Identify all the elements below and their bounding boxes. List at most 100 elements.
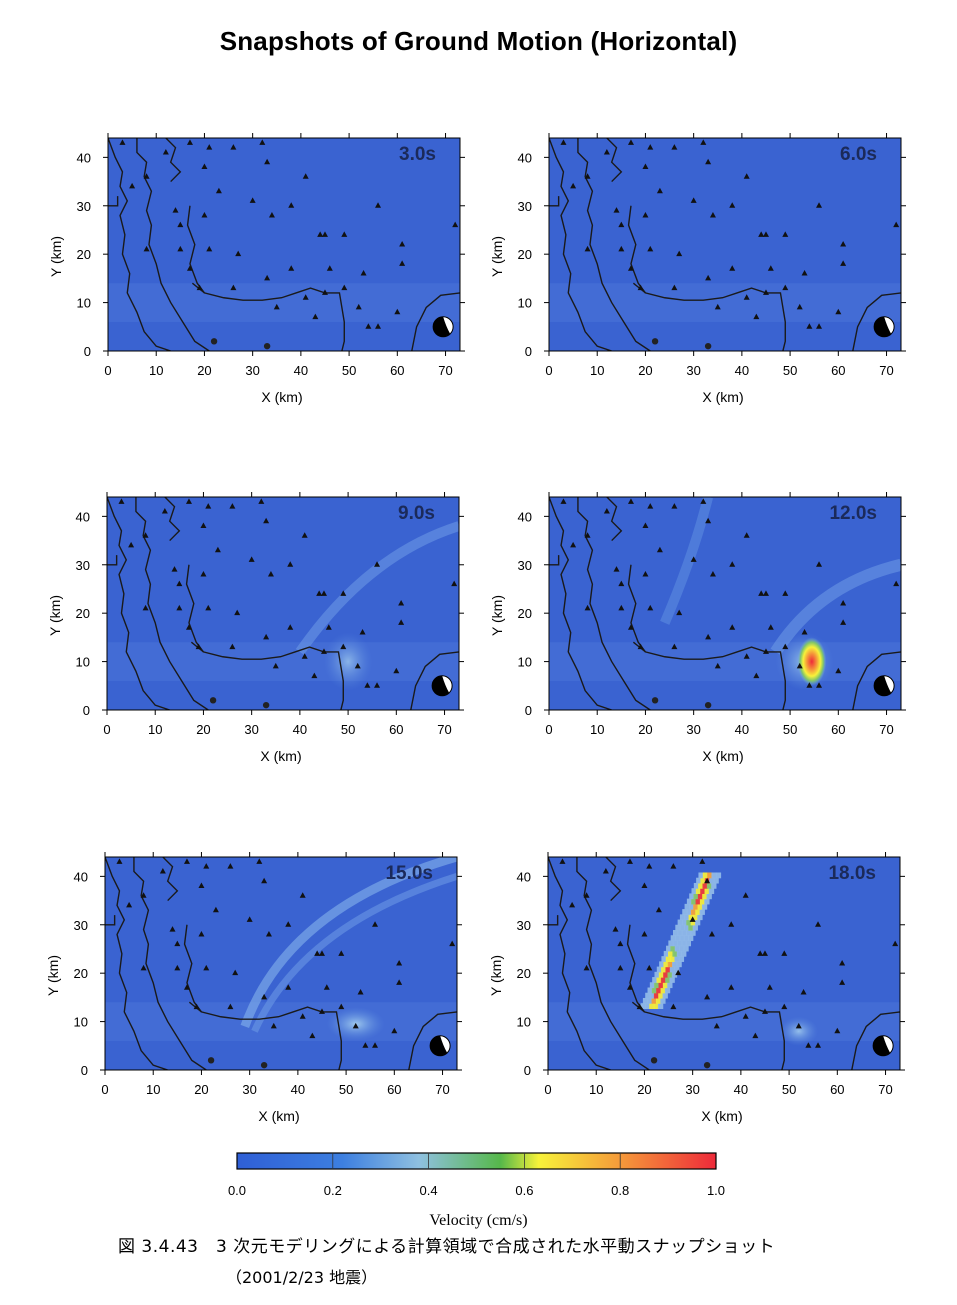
- station-marker: [689, 916, 696, 922]
- y-axis-label: Y (km): [489, 595, 505, 636]
- velocity-cell: [667, 971, 673, 978]
- station-marker: [396, 979, 403, 985]
- station-marker: [761, 950, 768, 956]
- station-marker: [177, 245, 184, 252]
- station-marker: [893, 580, 900, 587]
- station-marker: [728, 921, 735, 927]
- velocity-cell: [675, 935, 681, 942]
- velocity-cell: [669, 966, 676, 973]
- station-marker: [196, 284, 203, 291]
- velocity-cell: [681, 950, 687, 957]
- y-tick-label: 30: [518, 558, 532, 573]
- velocity-cell: [698, 882, 704, 889]
- station-marker: [258, 498, 265, 504]
- station-marker: [214, 546, 221, 553]
- x-tick-label: 30: [244, 722, 258, 737]
- snapshot-time-label: 3.0s: [399, 144, 436, 165]
- station-marker: [235, 250, 242, 257]
- x-tick-label: 70: [435, 1082, 449, 1097]
- station-marker: [613, 207, 620, 213]
- y-tick-label: 30: [77, 199, 91, 214]
- y-tick-label: 40: [518, 150, 532, 165]
- coastline: [577, 497, 651, 710]
- station-marker: [206, 245, 213, 252]
- coastline: [136, 138, 210, 351]
- station-marker: [690, 197, 697, 203]
- x-tick-label: 20: [637, 1082, 651, 1097]
- colorbar-tick-label: 1.0: [707, 1183, 725, 1198]
- velocity-cell: [688, 914, 694, 921]
- station-marker: [714, 662, 721, 669]
- station-marker: [584, 604, 591, 611]
- velocity-cell: [658, 982, 664, 989]
- station-marker: [642, 522, 649, 529]
- station-marker: [159, 868, 166, 874]
- snapshot-time-label: 18.0s: [828, 863, 876, 884]
- station-marker: [559, 858, 566, 864]
- velocity-cell: [706, 882, 713, 889]
- velocity-cell: [656, 987, 662, 994]
- station-marker: [272, 662, 279, 669]
- x-tick-label: 70: [878, 1082, 892, 1097]
- station-marker: [263, 517, 270, 524]
- velocity-cell: [693, 882, 700, 889]
- snapshot-panel: 0 10 20 30 40 50 60 70 0 10 20 30 40 X (km) Y (km) 6.0s: [489, 133, 906, 405]
- velocity-cell: [651, 997, 657, 1004]
- station-marker: [671, 284, 678, 291]
- x-tick-label: 10: [590, 722, 604, 737]
- station-marker: [627, 265, 634, 271]
- station-marker: [302, 173, 309, 179]
- station-marker: [757, 950, 764, 956]
- velocity-cell: [695, 909, 701, 915]
- coastline: [186, 205, 205, 294]
- station-marker: [627, 624, 634, 630]
- station-marker: [762, 289, 769, 295]
- y-tick-label: 20: [518, 247, 532, 262]
- x-tick-label: 50: [783, 363, 797, 378]
- station-marker: [311, 672, 318, 679]
- station-marker: [186, 265, 193, 271]
- station-marker: [143, 173, 150, 179]
- station-marker: [700, 139, 707, 145]
- x-axis-label: X (km): [702, 389, 743, 405]
- station-marker: [806, 323, 813, 329]
- station-marker: [200, 570, 207, 577]
- y-tick-label: 0: [84, 344, 91, 359]
- station-marker: [318, 1008, 325, 1014]
- station-marker: [892, 940, 899, 947]
- station-marker: [263, 633, 270, 640]
- velocity-cell: [660, 997, 666, 1004]
- station-marker: [560, 139, 567, 145]
- coastline: [549, 555, 560, 566]
- velocity-cell: [677, 930, 683, 936]
- velocity-cell: [671, 971, 678, 978]
- velocity-cell: [654, 971, 660, 978]
- colorbar-tick-label: 0.4: [420, 1183, 438, 1198]
- station-marker: [729, 202, 736, 208]
- velocity-cell: [688, 903, 695, 910]
- station-marker: [183, 984, 190, 990]
- velocity-cell: [647, 987, 653, 994]
- station-marker: [656, 546, 663, 553]
- coastline: [631, 1001, 785, 1070]
- station-marker: [451, 580, 458, 587]
- x-tick-label: 60: [831, 363, 845, 378]
- y-tick-label: 0: [81, 1063, 88, 1078]
- wavefront: [770, 558, 901, 656]
- coastline: [548, 915, 559, 926]
- station-marker: [839, 960, 846, 966]
- coastline: [410, 651, 459, 710]
- velocity-cell: [681, 940, 687, 947]
- velocity-cell: [663, 950, 670, 957]
- station-marker: [742, 892, 749, 898]
- station-marker: [267, 570, 274, 577]
- x-tick-label: 40: [294, 363, 308, 378]
- x-tick-label: 40: [735, 363, 749, 378]
- velocity-cell: [697, 903, 703, 910]
- station-marker: [753, 672, 760, 679]
- station-marker: [742, 1013, 749, 1019]
- station-marker: [840, 260, 847, 266]
- station-marker: [318, 950, 325, 956]
- y-tick-label: 30: [517, 918, 531, 933]
- velocity-cell: [640, 1003, 646, 1010]
